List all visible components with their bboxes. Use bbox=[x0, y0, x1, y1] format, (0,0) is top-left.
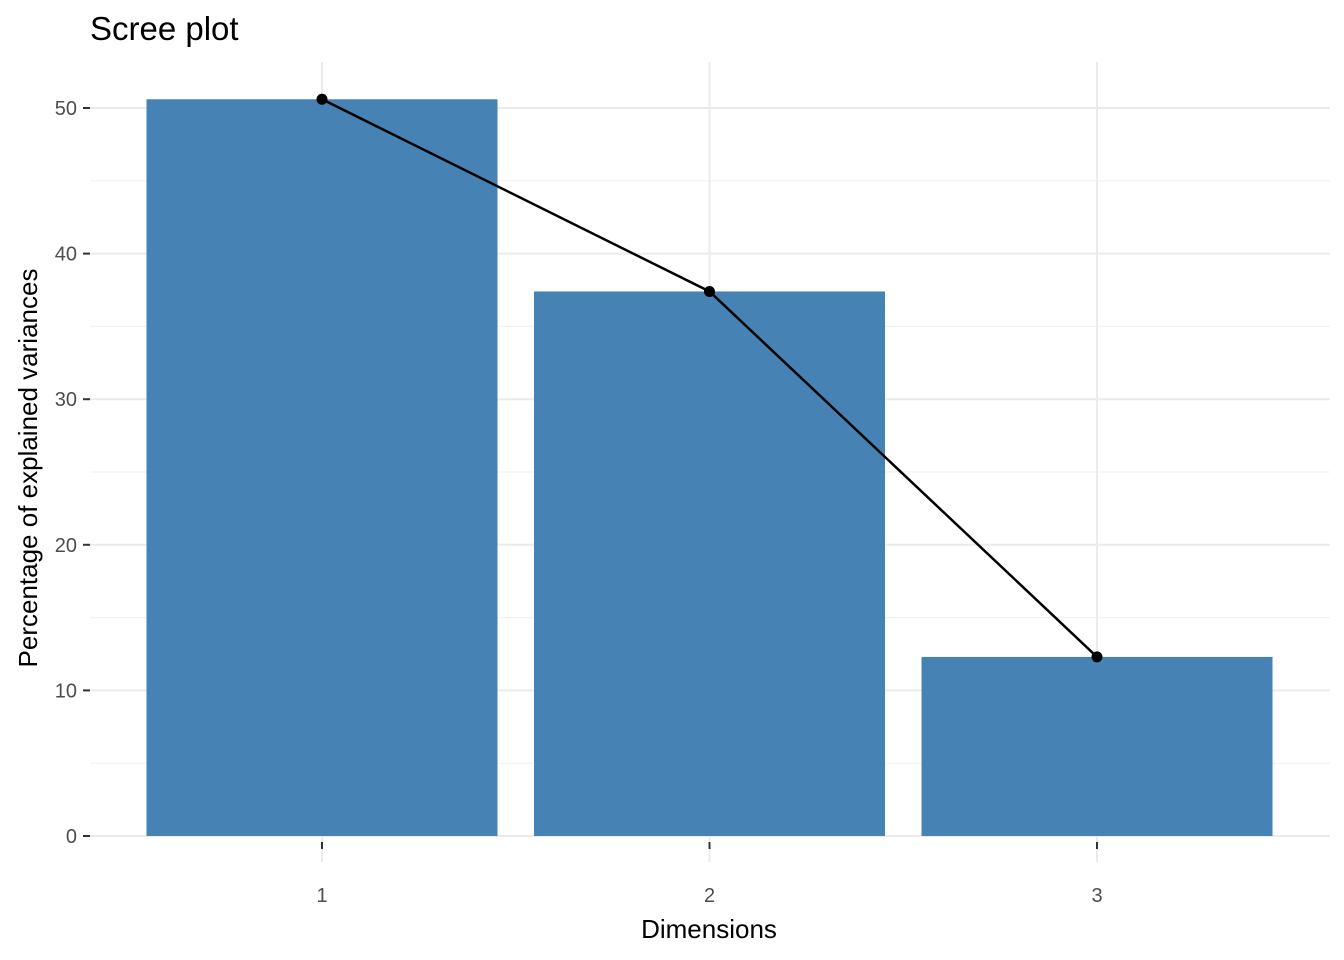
x-axis: 1 2 3 bbox=[316, 842, 1103, 907]
x-axis-title: Dimensions bbox=[641, 914, 777, 944]
x-tick-label: 1 bbox=[316, 885, 327, 907]
bar bbox=[921, 656, 1273, 836]
y-tick-label: 30 bbox=[55, 389, 77, 411]
x-tick-label: 3 bbox=[1091, 885, 1102, 907]
bar bbox=[534, 291, 885, 836]
bars bbox=[146, 99, 1273, 837]
chart-title: Scree plot bbox=[90, 10, 239, 47]
y-axis-title: Percentage of explained variances bbox=[13, 269, 43, 668]
y-tick-label: 20 bbox=[55, 535, 77, 557]
data-point bbox=[704, 285, 715, 297]
data-point bbox=[316, 93, 328, 105]
y-tick-label: 0 bbox=[66, 826, 77, 848]
y-tick-label: 50 bbox=[55, 98, 77, 120]
bar bbox=[146, 99, 498, 837]
trend-line bbox=[316, 93, 1103, 663]
data-point bbox=[1091, 651, 1103, 663]
x-tick-label: 2 bbox=[704, 885, 715, 907]
y-tick-label: 10 bbox=[55, 680, 77, 702]
y-axis: 0 10 20 30 40 50 bbox=[55, 98, 90, 848]
y-tick-label: 40 bbox=[55, 244, 77, 266]
